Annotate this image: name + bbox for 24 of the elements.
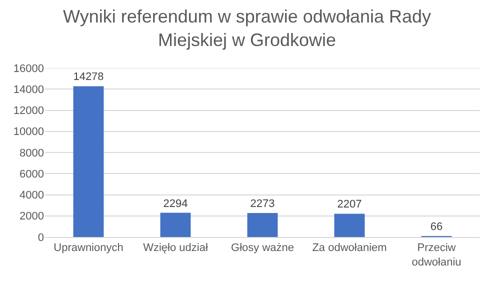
chart-title: Wyniki referendum w sprawie odwołania Rady Miejskiej w Grodkowie — [63, 6, 431, 50]
data-label: 14278 — [73, 71, 104, 84]
x-tick-label: Uprawnionych — [54, 242, 124, 254]
x-tick-label: Głosy ważne — [231, 242, 294, 254]
y-tick-label: 0 — [38, 232, 44, 244]
data-label: 2294 — [163, 198, 188, 210]
bar — [73, 86, 104, 237]
x-tick-label: Za odwołaniem — [312, 242, 387, 254]
x-tick-label: Przeciw odwołaniu — [412, 242, 462, 268]
data-label: 66 — [430, 221, 443, 233]
y-tick-label: 2000 — [20, 210, 44, 223]
y-tick-label: 6000 — [20, 168, 44, 180]
y-tick-label: 4000 — [20, 190, 44, 202]
x-tick-label: Wzięło udział — [143, 242, 208, 254]
y-tick-label: 16000 — [13, 62, 44, 75]
data-label: 2273 — [250, 198, 275, 210]
bar — [160, 212, 191, 237]
y-tick-label: 10000 — [13, 126, 44, 138]
bar — [247, 212, 278, 237]
y-tick-label: 12000 — [13, 105, 44, 118]
bar — [334, 214, 365, 237]
data-label: 2207 — [337, 198, 362, 211]
y-tick-label: 8000 — [20, 147, 44, 160]
y-tick-label: 14000 — [13, 84, 44, 96]
